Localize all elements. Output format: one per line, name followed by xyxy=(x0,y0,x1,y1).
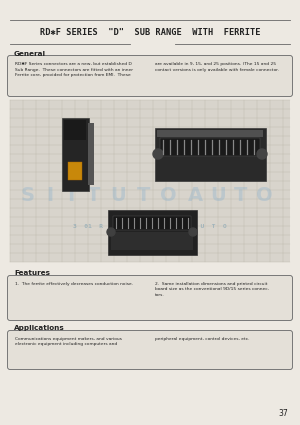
Bar xyxy=(88,123,94,185)
Text: O: O xyxy=(160,185,176,204)
Text: 37: 37 xyxy=(278,409,288,418)
FancyBboxPatch shape xyxy=(8,331,292,369)
Circle shape xyxy=(257,149,267,159)
Text: General: General xyxy=(14,51,46,57)
Text: T: T xyxy=(234,185,248,204)
Bar xyxy=(64,120,86,140)
Text: Communications equipment makers, and various
electronic equipment including comp: Communications equipment makers, and var… xyxy=(15,337,122,346)
Text: T: T xyxy=(65,185,79,204)
Text: Features: Features xyxy=(14,270,50,276)
Circle shape xyxy=(189,228,197,236)
FancyBboxPatch shape xyxy=(8,275,292,320)
FancyBboxPatch shape xyxy=(8,56,292,96)
Text: 3  01  R  I  T  T  U  T  T  O  A  U  T  O: 3 01 R I T T U T T O A U T O xyxy=(73,224,227,229)
Text: peripheral equipment, control devices, etc.: peripheral equipment, control devices, e… xyxy=(155,337,250,341)
Text: T: T xyxy=(87,185,101,204)
Text: O: O xyxy=(256,185,272,204)
Bar xyxy=(111,232,193,250)
Text: T: T xyxy=(137,185,151,204)
Text: RD✱F Series connectors are a new, but established D
Sub Range.  These connectors: RD✱F Series connectors are a new, but es… xyxy=(15,62,133,77)
Text: S: S xyxy=(21,185,35,204)
Text: are available in 9, 15, and 25 positions. (The 15 and 25
contact versions is onl: are available in 9, 15, and 25 positions… xyxy=(155,62,279,71)
Text: I: I xyxy=(46,185,54,204)
Bar xyxy=(157,130,263,137)
Bar xyxy=(113,216,191,230)
Bar xyxy=(68,162,82,180)
FancyBboxPatch shape xyxy=(107,210,196,255)
Text: RD✱F SERIES  "D"  SUB RANGE  WITH  FERRITE: RD✱F SERIES "D" SUB RANGE WITH FERRITE xyxy=(40,28,260,37)
Text: Applications: Applications xyxy=(14,325,65,331)
Bar xyxy=(160,138,260,156)
Text: 1.  The ferrite effectively decreases conduction noise.: 1. The ferrite effectively decreases con… xyxy=(15,282,133,286)
Circle shape xyxy=(107,228,115,236)
Text: U: U xyxy=(210,185,226,204)
Text: A: A xyxy=(188,185,202,204)
Text: 2.  Same installation dimensions and printed circuit
board size as the conventio: 2. Same installation dimensions and prin… xyxy=(155,282,269,297)
FancyBboxPatch shape xyxy=(61,117,88,190)
Circle shape xyxy=(153,149,163,159)
FancyBboxPatch shape xyxy=(154,128,266,181)
Bar xyxy=(10,100,290,262)
Text: U: U xyxy=(110,185,126,204)
